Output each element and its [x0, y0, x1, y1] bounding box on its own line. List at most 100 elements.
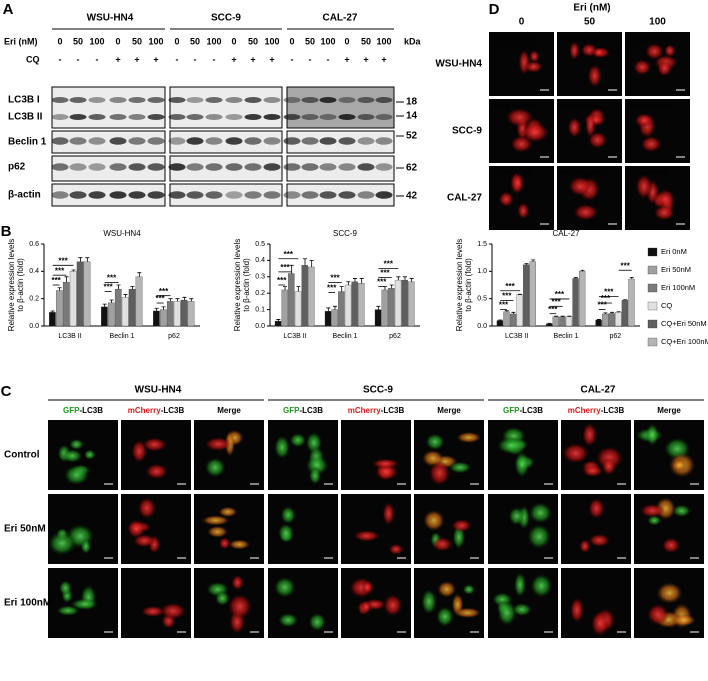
error-bar	[283, 286, 287, 290]
band	[375, 137, 393, 145]
error-bar	[116, 284, 121, 290]
bar	[572, 278, 579, 327]
error-bar	[175, 298, 180, 302]
band	[186, 191, 204, 199]
cq-label: +	[269, 54, 274, 64]
cell	[383, 594, 403, 617]
row-label: SCC-9	[452, 126, 482, 137]
cell	[382, 501, 395, 526]
band	[186, 137, 204, 145]
cell	[573, 203, 598, 221]
cell	[505, 107, 534, 127]
cq-label: +	[115, 54, 120, 64]
cell	[218, 506, 238, 518]
bar	[529, 261, 536, 327]
row-label: Control	[4, 450, 40, 461]
bar	[516, 294, 523, 327]
band	[357, 97, 375, 103]
error-bar	[78, 257, 83, 262]
image-label: mCherry-p62	[561, 170, 602, 177]
band	[357, 114, 375, 120]
cell	[656, 582, 683, 604]
bar	[579, 271, 586, 327]
bar	[496, 320, 504, 327]
cell	[569, 41, 580, 60]
band	[69, 163, 87, 171]
cell	[592, 47, 606, 58]
band	[225, 97, 243, 103]
band	[301, 97, 319, 103]
error-bar	[109, 299, 114, 303]
cell	[388, 543, 404, 555]
bar	[135, 276, 143, 327]
band	[69, 97, 87, 103]
bar	[166, 301, 174, 327]
bar	[173, 301, 181, 327]
y-tick-label: 0.6	[29, 241, 39, 248]
band	[375, 114, 393, 120]
cell	[309, 466, 322, 485]
band	[244, 114, 262, 120]
cell-line-label: SCC-9	[363, 385, 393, 396]
cell	[437, 580, 457, 598]
micrograph	[194, 494, 264, 564]
band	[69, 191, 87, 199]
band	[319, 97, 337, 103]
legend-label: CQ+Eri 100nM	[661, 337, 708, 346]
cell	[62, 449, 83, 463]
band	[338, 114, 356, 120]
dose-label: 0	[57, 36, 62, 46]
cq-label: +	[134, 54, 139, 64]
dose-label: 0	[519, 17, 525, 28]
y-axis-label: to β-actin (fold)	[242, 258, 251, 312]
error-bar	[309, 260, 314, 267]
channel-label-part: mCherry	[128, 406, 161, 415]
band	[51, 97, 69, 103]
bar	[358, 283, 365, 327]
y-tick-label: 0.4	[255, 257, 265, 264]
y-tick-label: 0.4	[29, 268, 39, 275]
bar	[565, 316, 573, 327]
channel-label-part: mCherry	[348, 406, 381, 415]
axis-header: Eri (nM)	[573, 3, 610, 14]
channel-label-part: GFP	[63, 406, 80, 415]
cell	[587, 64, 602, 88]
cell	[278, 613, 298, 628]
error-bar	[64, 276, 69, 283]
band	[263, 137, 281, 145]
y-axis-label: Relative expression levels	[233, 239, 242, 332]
cell-line-label: SCC-9	[211, 13, 241, 24]
cell	[653, 205, 675, 221]
significance-label: ***	[377, 278, 387, 287]
cell	[635, 174, 653, 199]
significance-label: ***	[621, 261, 631, 270]
cell	[530, 574, 553, 598]
cell	[215, 590, 230, 606]
band	[263, 97, 281, 103]
bar	[187, 301, 195, 327]
x-tick-label: Beclin 1	[333, 333, 358, 340]
channel-label-part: -LC3B	[381, 406, 405, 415]
kda-label: 42	[406, 191, 418, 202]
bar	[76, 261, 84, 327]
cell	[588, 533, 610, 547]
cell	[231, 575, 244, 591]
cell	[591, 611, 609, 637]
channel-label-part: -LC3B	[519, 406, 543, 415]
cell	[371, 458, 400, 469]
band	[128, 114, 146, 120]
cell	[456, 431, 482, 444]
micrograph	[121, 568, 191, 638]
error-bar	[85, 257, 90, 262]
significance-label: ***	[384, 260, 394, 269]
band	[338, 137, 356, 145]
cq-label: -	[194, 54, 197, 64]
dose-label: 50	[248, 36, 258, 46]
kda-label: 62	[406, 163, 418, 174]
bar	[338, 291, 345, 327]
bar	[344, 284, 352, 327]
bar	[62, 282, 70, 327]
cell	[497, 600, 517, 626]
protein-label: p62	[8, 162, 26, 173]
row-label: Eri 50nM	[4, 524, 46, 535]
